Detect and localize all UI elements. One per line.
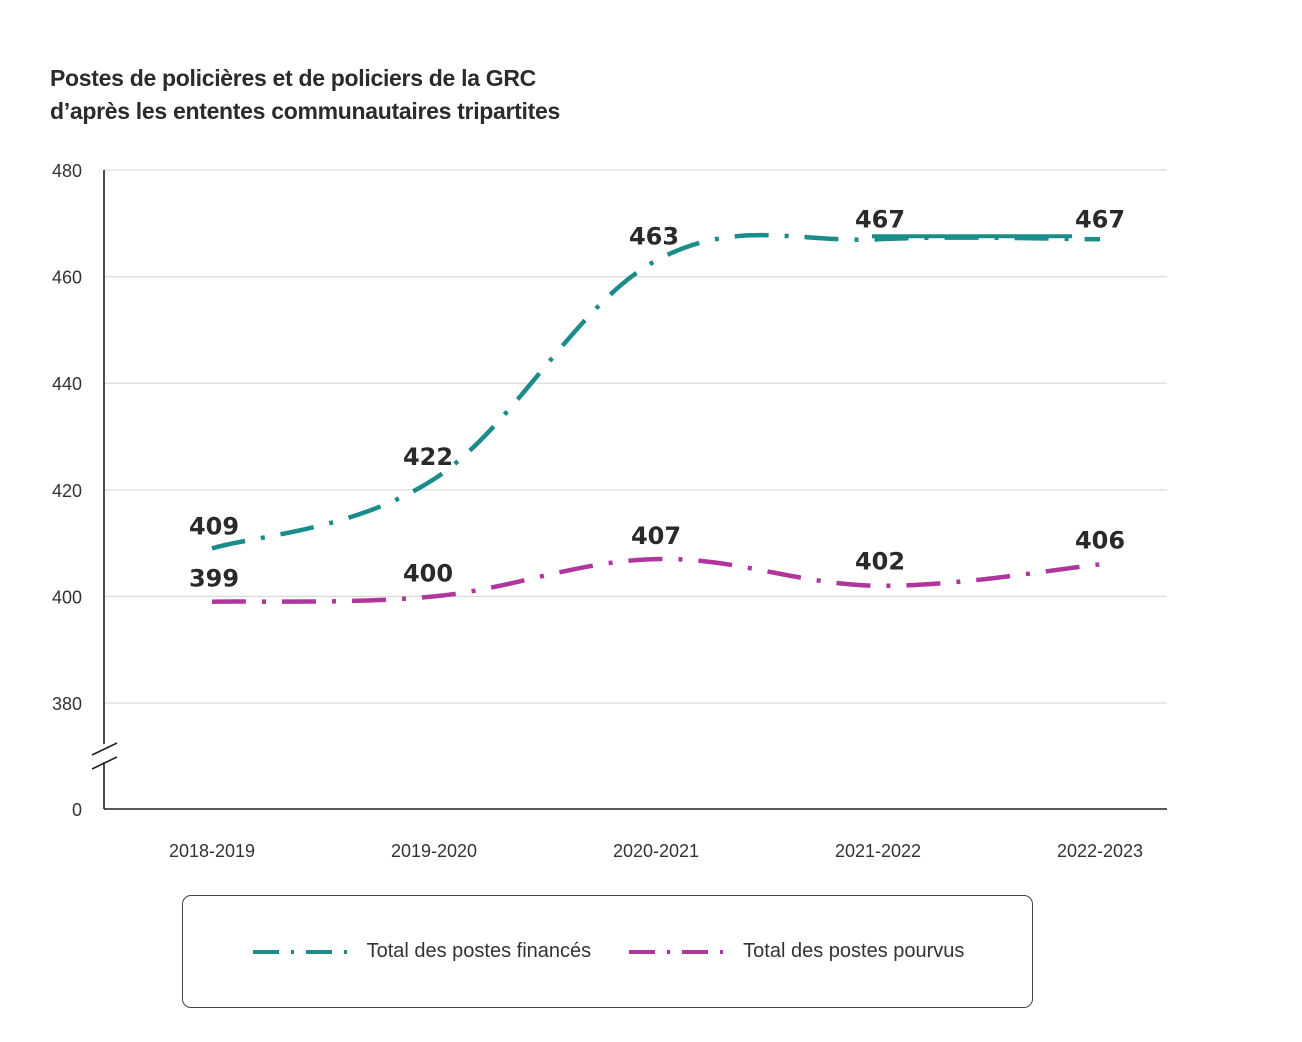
- legend: Total des postes financés Total des post…: [182, 895, 1033, 1008]
- x-tick-label: 2022-2023: [1057, 841, 1143, 861]
- legend-label-funded: Total des postes financés: [366, 940, 592, 962]
- data-label-filled-2019-2020: 400: [403, 559, 453, 587]
- point-funded-2018-2019: [210, 546, 215, 551]
- x-tick-labels: 2018-2019 2019-2020 2020-2021 2021-2022 2022…: [169, 841, 1143, 861]
- data-label-filled-2018-2019: 399: [189, 565, 239, 593]
- point-funded-2020-2021: [654, 258, 659, 263]
- data-label-filled-2021-2022: 402: [855, 548, 905, 576]
- point-filled-2019-2020: [432, 594, 437, 599]
- data-label-funded-2019-2020: 422: [403, 443, 453, 471]
- x-tick-label: 2020-2021: [613, 841, 699, 861]
- axes: [90, 170, 1167, 810]
- axis-break-mark: [90, 742, 118, 770]
- y-tick-label: 420: [52, 481, 82, 501]
- y-tick-label: 480: [52, 161, 82, 181]
- y-tick-label: 440: [52, 374, 82, 394]
- data-label-funded-2018-2019: 409: [189, 512, 239, 540]
- point-filled-2021-2022: [876, 583, 881, 588]
- chart-title-line-1: Postes de policières et de policiers de …: [50, 65, 536, 91]
- legend-item-filled: Total des postes pourvus: [627, 940, 964, 963]
- chart-title: Postes de policières et de policiers de …: [50, 62, 750, 128]
- data-label-filled-2020-2021: 407: [631, 522, 681, 550]
- legend-label-filled: Total des postes pourvus: [743, 940, 965, 962]
- series-line-filled: [211, 556, 1101, 604]
- legend-swatch-funded: [252, 949, 349, 954]
- data-label-funded-2022-2023: 467: [1075, 205, 1125, 233]
- point-funded-2019-2020: [432, 477, 437, 482]
- series-line-funded: [211, 232, 1101, 551]
- point-filled-2020-2021: [654, 557, 659, 562]
- y-tick-label: 460: [52, 268, 82, 288]
- data-label-funded-2020-2021: 463: [629, 223, 679, 251]
- y-tick-label: 380: [52, 694, 82, 714]
- chart-title-line-2: d’après les ententes communautaires trip…: [50, 98, 560, 124]
- x-tick-label: 2019-2020: [391, 841, 477, 861]
- gridlines: [104, 169, 1167, 704]
- point-funded-2022-2023: [1098, 237, 1103, 242]
- x-tick-label: 2018-2019: [169, 841, 255, 861]
- point-filled-2018-2019: [210, 599, 215, 604]
- data-label-filled-2022-2023: 406: [1075, 526, 1125, 554]
- series-lines: [210, 232, 1103, 604]
- legend-swatch-filled: [629, 949, 726, 954]
- legend-item-funded: Total des postes financés: [251, 940, 592, 963]
- point-filled-2022-2023: [1098, 562, 1103, 567]
- y-tick-labels: 480 460 440 420 400 380 0: [52, 161, 82, 820]
- y-tick-label: 0: [72, 800, 82, 820]
- data-label-funded-2021-2022: 467: [855, 205, 905, 233]
- x-tick-label: 2021-2022: [835, 841, 921, 861]
- data-labels: 409 422 463 467 467 399 400 407 402 406: [189, 205, 1125, 592]
- y-tick-label: 400: [52, 587, 82, 607]
